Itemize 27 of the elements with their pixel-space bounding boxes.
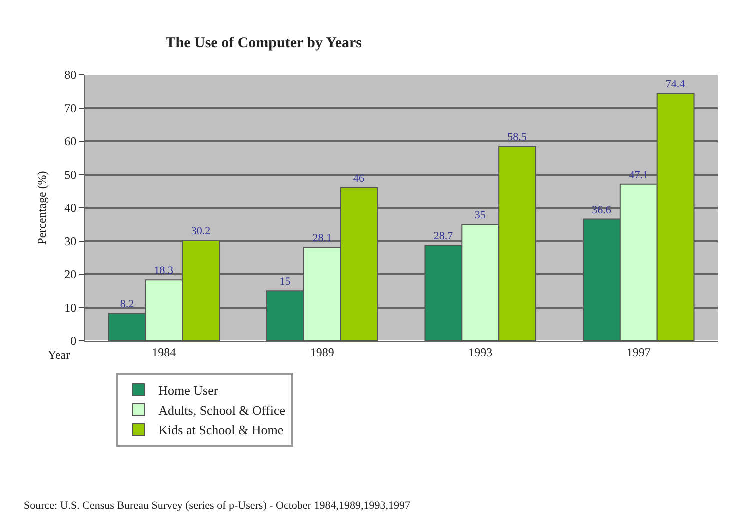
y-tick-label: 30 [64,234,77,248]
x-tick-label: 1993 [468,345,493,360]
y-tick-label: 40 [64,201,77,216]
data-label: 74.4 [666,78,686,91]
data-label: 58.5 [508,131,528,144]
y-tick-label: 60 [64,134,77,149]
y-tick-label: 0 [70,334,77,348]
x-tick-label: 1997 [626,345,651,360]
legend-label: Kids at School & Home [158,422,284,438]
source-note: Source: U.S. Census Bureau Survey (series of p-Users) - October 1984,1989,1993,1997 [24,500,411,512]
y-tick-label: 20 [64,268,77,282]
data-label: 46 [354,173,366,186]
y-tick-label: 80 [64,68,77,82]
chart-title: The Use of Computer by Years [166,35,362,52]
y-tick-label: 10 [64,300,77,315]
legend-label: Home User [158,382,219,398]
data-label: 28.7 [434,230,454,243]
legend-label: Adults, School & Office [158,402,286,418]
x-tick-label: 1984 [152,345,176,360]
data-label: 35 [474,210,486,222]
data-label: 30.2 [191,226,211,238]
x-axis-title: Year [48,348,70,362]
y-tick-label: 70 [64,101,77,116]
data-label: 15 [280,276,292,288]
y-tick-label: 50 [64,168,77,182]
x-tick-label: 1989 [310,345,334,360]
y-axis-title: Percentage (%) [34,171,49,245]
